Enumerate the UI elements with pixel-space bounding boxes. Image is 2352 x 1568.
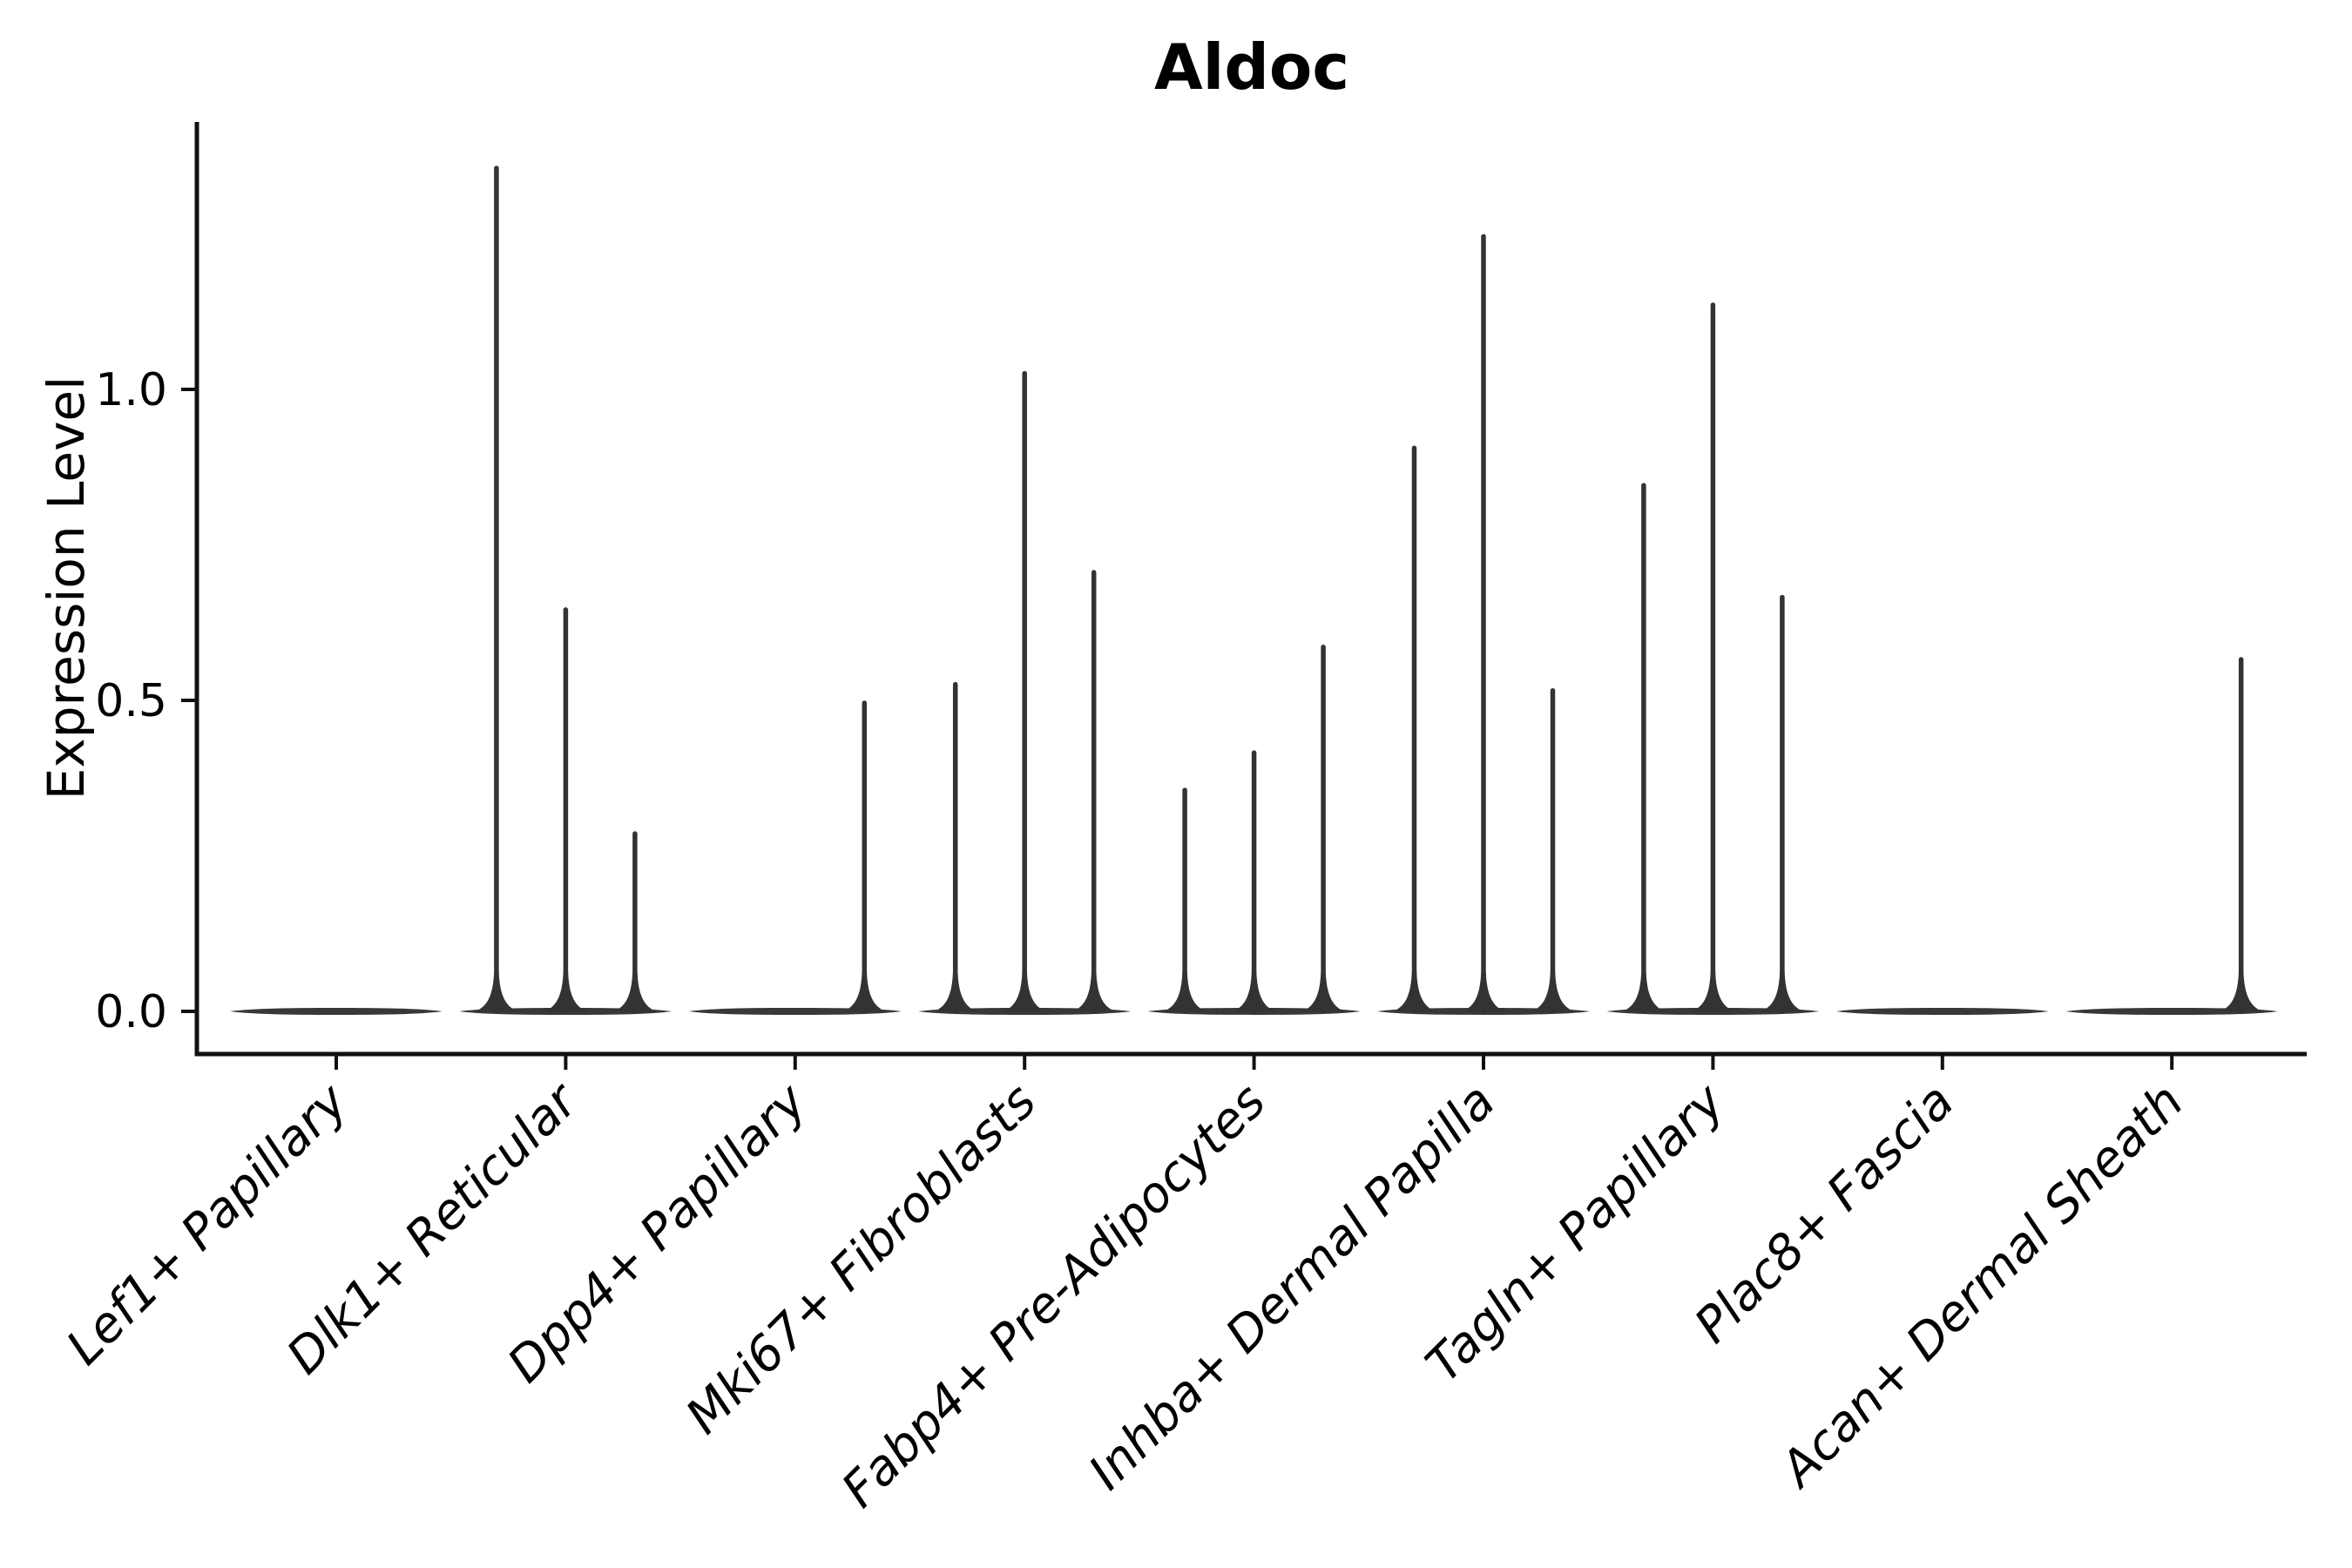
violin-base xyxy=(230,1008,443,1015)
x-tick-label: Fabp4+ Pre-Adipocytes xyxy=(831,1073,1276,1518)
violin-base xyxy=(1835,1008,2049,1015)
chart-title: Aldoc xyxy=(1154,30,1349,104)
y-tick-label: 1.0 xyxy=(95,364,167,416)
x-tick-label: Acan+ Dermal Sheath xyxy=(1768,1073,2194,1499)
y-tick-label: 0.5 xyxy=(95,675,167,727)
violins-layer xyxy=(230,166,2279,1015)
y-axis-label: Expression Level xyxy=(37,376,96,800)
y-tick-label: 0.0 xyxy=(95,986,167,1038)
x-tick-label: Inhba+ Dermal Papilla xyxy=(1078,1073,1506,1501)
y-ticks: 0.0 0.5 1.0 xyxy=(95,364,197,1038)
